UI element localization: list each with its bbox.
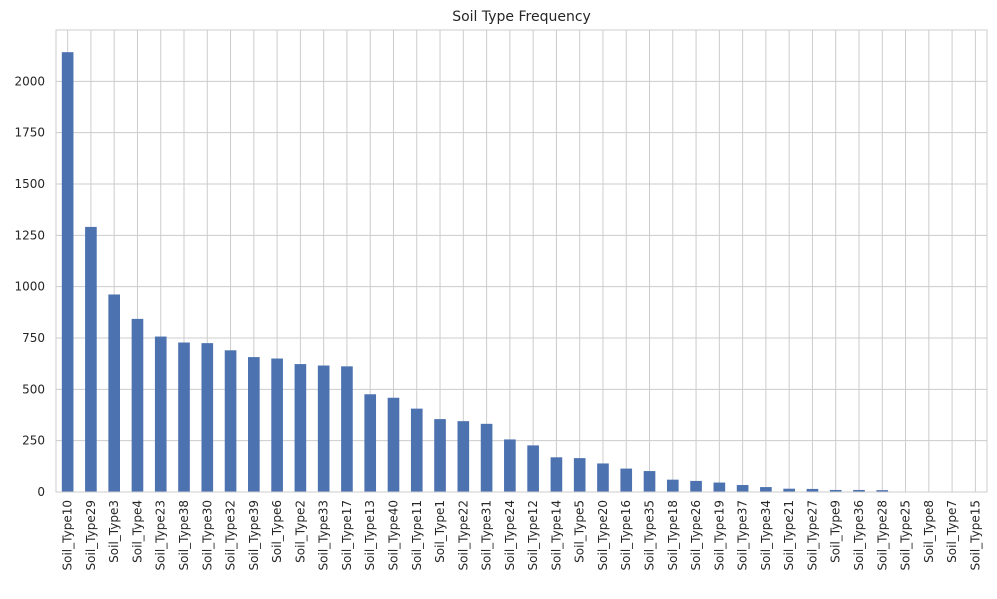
- x-tick-label: Soil_Type37: [736, 500, 750, 570]
- y-tick-label: 0: [37, 485, 45, 499]
- x-tick-label: Soil_Type21: [782, 500, 796, 570]
- bar-soil-type12: [527, 445, 539, 492]
- x-tick-label: Soil_Type15: [968, 500, 982, 570]
- bar-soil-type26: [690, 480, 702, 492]
- x-tick-label: Soil_Type8: [922, 500, 936, 563]
- bar-soil-type29: [85, 226, 97, 492]
- bar-soil-type31: [480, 423, 493, 492]
- bar-soil-type28: [876, 490, 889, 492]
- y-tick-label: 250: [22, 434, 45, 448]
- y-tick-label: 1500: [14, 177, 45, 191]
- x-axis: Soil_Type10 Soil_Type29 Soil_Type3 Soil_Typ…: [61, 500, 983, 570]
- x-tick-label: Soil_Type11: [410, 500, 424, 570]
- x-tick-label: Soil_Type10: [61, 500, 75, 570]
- bar-soil-type39: [248, 357, 260, 492]
- chart-title: Soil Type Frequency: [452, 9, 591, 25]
- y-tick-label: 500: [22, 382, 45, 396]
- x-tick-label: Soil_Type25: [899, 500, 913, 570]
- x-tick-label: Soil_Type19: [712, 500, 726, 570]
- x-tick-label: Soil_Type3: [107, 500, 121, 563]
- bar-soil-type40: [387, 397, 400, 492]
- bar-soil-type3: [108, 294, 121, 492]
- y-tick-label: 1250: [14, 228, 45, 242]
- bar-soil-type13: [364, 394, 377, 492]
- y-axis: 0 250 500 750 1000 1250 1500 1750 2000: [14, 74, 45, 499]
- x-tick-label: Soil_Type39: [247, 500, 261, 570]
- bar-soil-type20: [597, 463, 609, 492]
- bar-soil-type5: [573, 458, 586, 492]
- bar-soil-type30: [201, 343, 214, 492]
- bar-soil-type34: [760, 487, 772, 492]
- x-tick-label: Soil_Type24: [503, 500, 517, 570]
- bar-soil-type1: [434, 419, 446, 492]
- x-tick-label: Soil_Type16: [619, 500, 633, 570]
- plot-frame: [55, 29, 988, 493]
- x-tick-label: Soil_Type36: [852, 500, 866, 570]
- x-tick-label: Soil_Type34: [759, 500, 773, 570]
- y-tick-label: 750: [22, 331, 45, 345]
- bar-soil-type32: [224, 350, 237, 492]
- bar-soil-type17: [341, 366, 353, 492]
- bar-soil-type2: [294, 364, 307, 492]
- bars-layer: [61, 52, 935, 493]
- bar-soil-type22: [457, 421, 470, 492]
- bar-soil-type14: [550, 457, 563, 492]
- x-tick-label: Soil_Type14: [549, 500, 563, 570]
- x-tick-label: Soil_Type1: [433, 500, 447, 563]
- y-tick-label: 1000: [14, 280, 45, 294]
- bar-soil-type6: [271, 358, 283, 492]
- y-tick-label: 1750: [14, 126, 45, 140]
- bar-soil-type19: [713, 482, 726, 492]
- bar-soil-type36: [853, 489, 865, 492]
- x-tick-label: Soil_Type2: [293, 500, 307, 563]
- x-tick-label: Soil_Type28: [875, 500, 889, 570]
- bar-soil-type18: [666, 479, 679, 492]
- x-tick-label: Soil_Type20: [596, 500, 610, 570]
- bar-soil-type27: [806, 488, 819, 492]
- x-tick-label: Soil_Type38: [177, 500, 191, 570]
- bar-soil-type35: [643, 471, 656, 492]
- x-tick-label: Soil_Type26: [689, 500, 703, 570]
- x-tick-label: Soil_Type23: [154, 500, 168, 570]
- x-tick-label: Soil_Type32: [224, 500, 238, 570]
- x-tick-label: Soil_Type4: [130, 500, 144, 563]
- bar-soil-type38: [178, 342, 190, 492]
- x-tick-label: Soil_Type13: [363, 500, 377, 570]
- grid-layer: [56, 30, 987, 493]
- x-tick-label: Soil_Type6: [270, 500, 284, 563]
- bar-soil-type11: [410, 408, 423, 492]
- bar-soil-type33: [317, 365, 330, 492]
- x-tick-label: Soil_Type30: [200, 500, 214, 570]
- x-tick-label: Soil_Type17: [340, 500, 354, 570]
- x-tick-label: Soil_Type35: [643, 500, 657, 570]
- x-tick-label: Soil_Type40: [386, 500, 400, 570]
- x-tick-label: Soil_Type5: [573, 500, 587, 563]
- x-tick-label: Soil_Type29: [84, 500, 98, 570]
- y-tick-label: 2000: [14, 74, 45, 88]
- x-tick-label: Soil_Type12: [526, 500, 540, 570]
- bar-soil-type4: [131, 318, 144, 492]
- bar-soil-type37: [736, 485, 749, 492]
- x-tick-label: Soil_Type18: [666, 500, 680, 570]
- bar-soil-type21: [783, 488, 795, 492]
- bar-soil-type9: [829, 489, 842, 492]
- bar-soil-type23: [154, 336, 167, 492]
- x-tick-label: Soil_Type7: [945, 500, 959, 563]
- bar-soil-type10: [61, 52, 74, 493]
- x-tick-label: Soil_Type22: [456, 500, 470, 570]
- bar-soil-type24: [504, 439, 516, 492]
- x-tick-label: Soil_Type27: [805, 500, 819, 570]
- x-tick-label: Soil_Type31: [480, 500, 494, 570]
- bar-soil-type16: [620, 468, 633, 492]
- x-tick-label: Soil_Type33: [317, 500, 331, 570]
- x-tick-label: Soil_Type9: [829, 500, 843, 563]
